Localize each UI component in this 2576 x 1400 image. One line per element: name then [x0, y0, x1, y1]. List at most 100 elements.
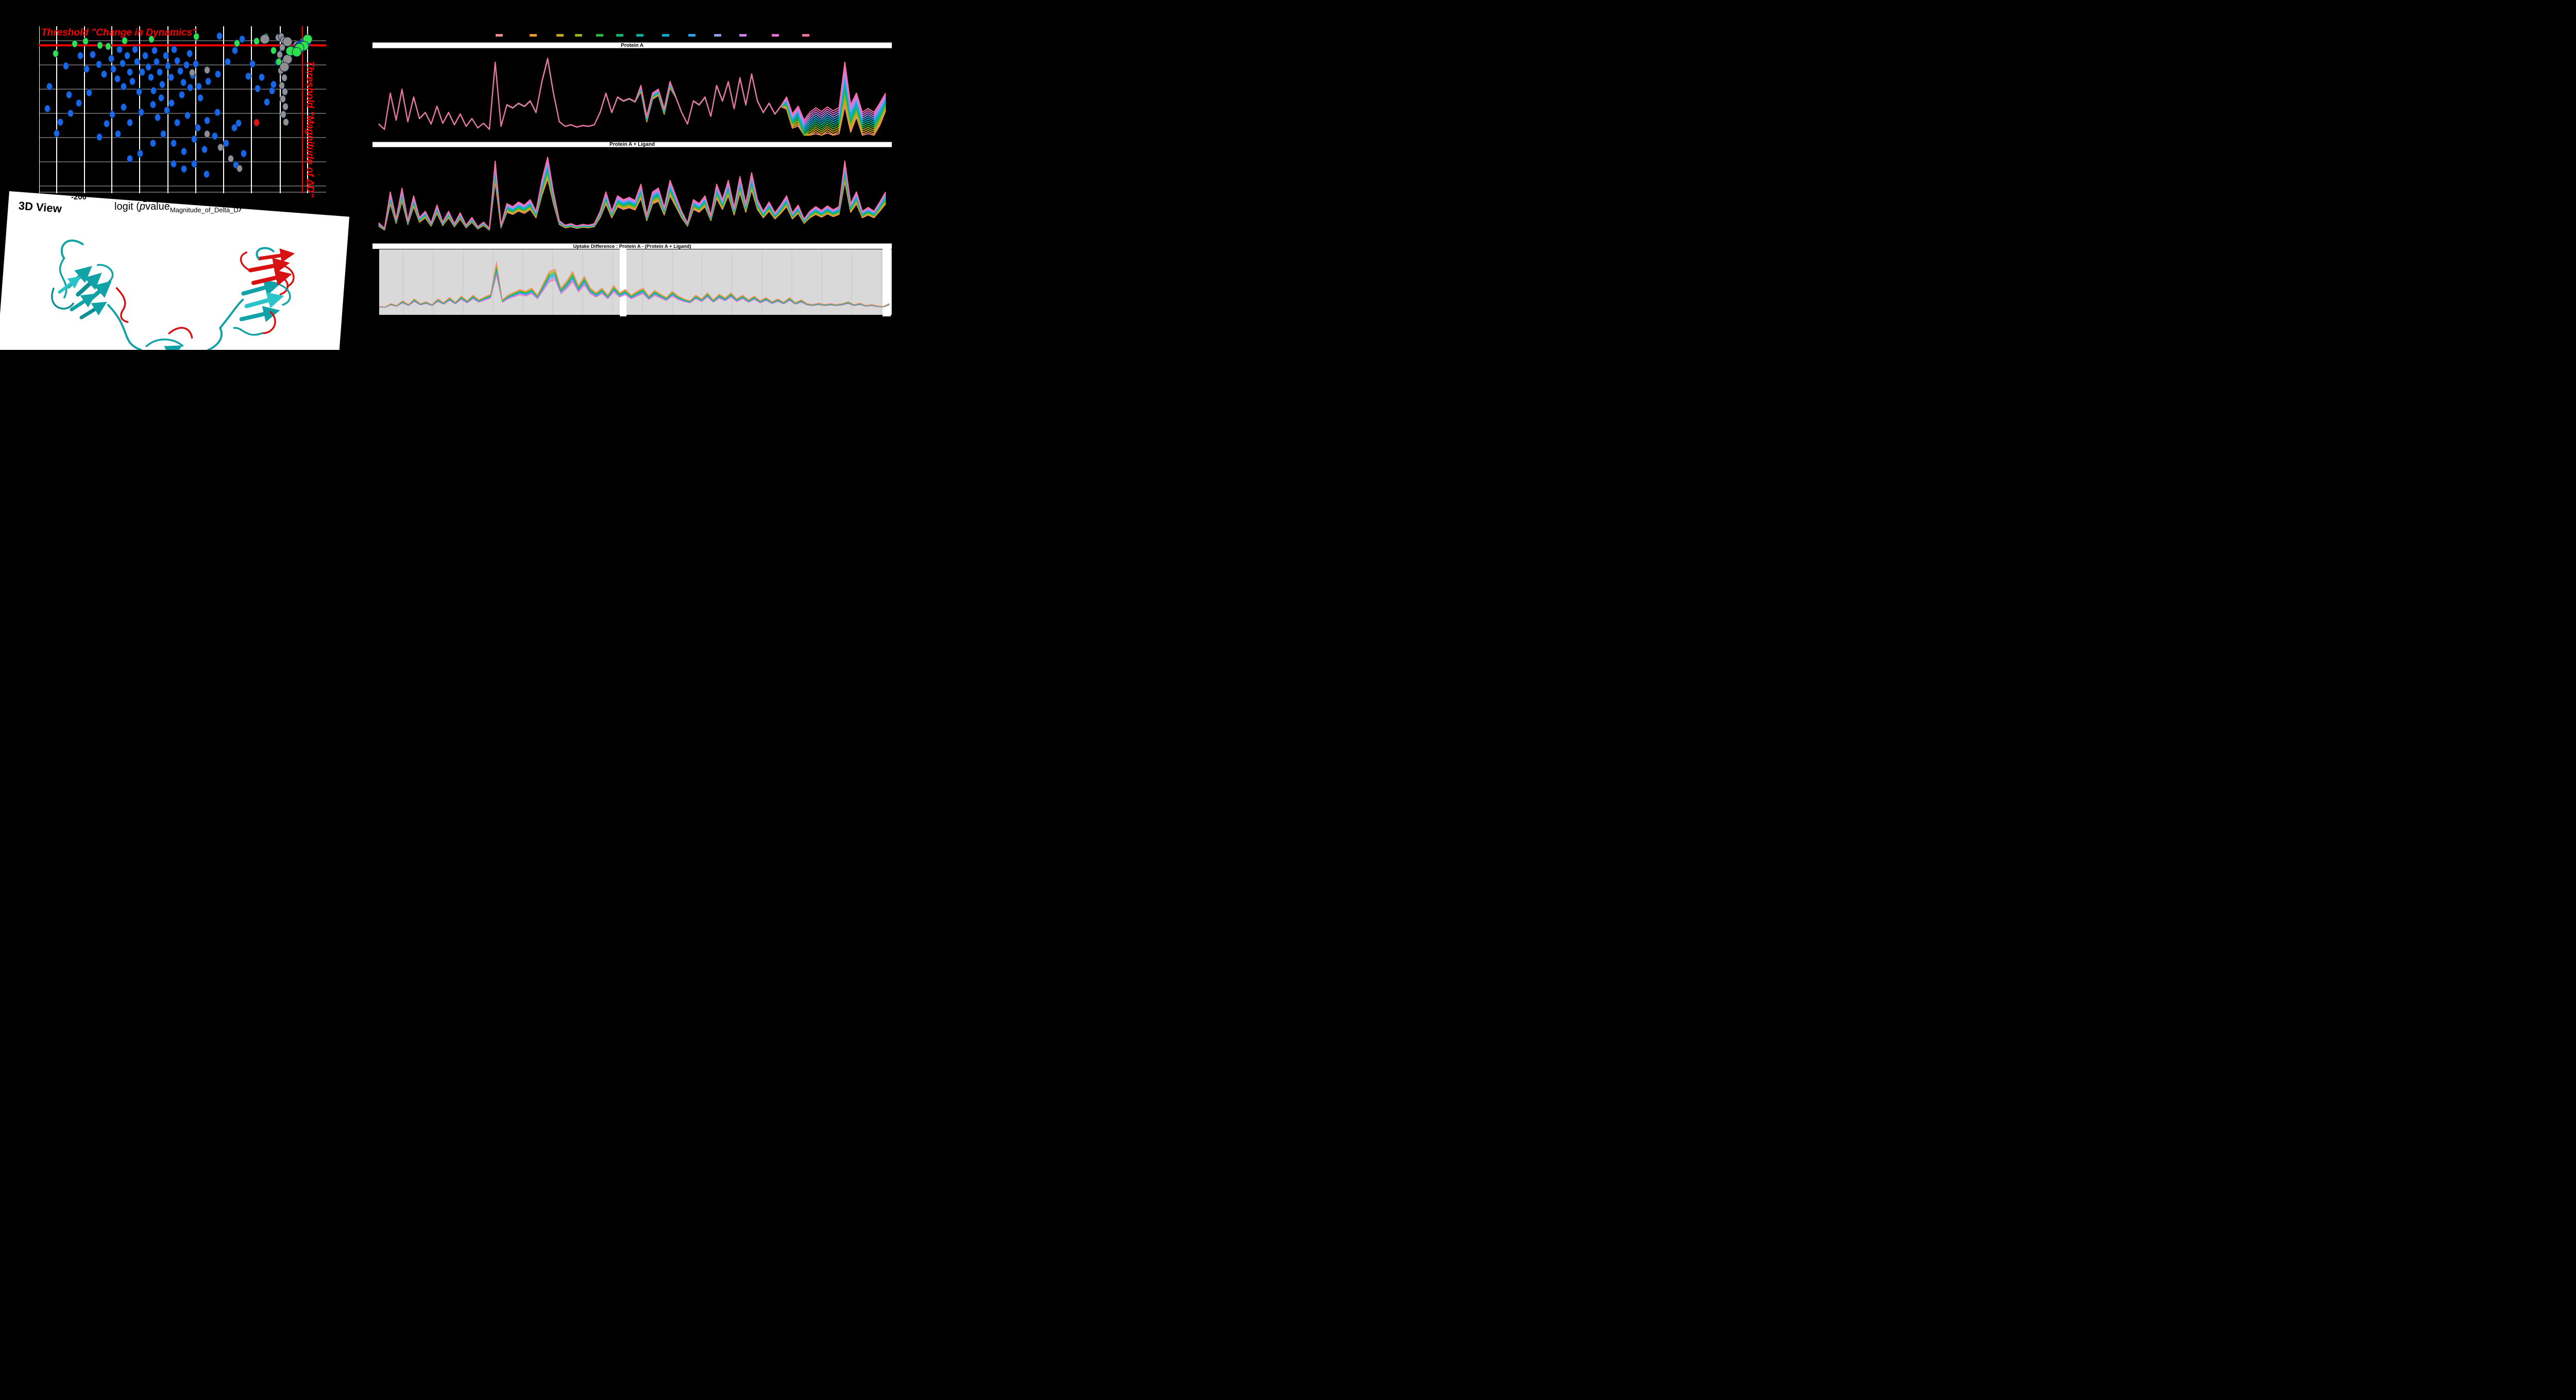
volcano-point[interactable]: [276, 58, 282, 66]
volcano-point[interactable]: [280, 95, 286, 103]
volcano-point[interactable]: [236, 164, 243, 173]
volcano-point[interactable]: [204, 170, 210, 178]
volcano-point[interactable]: [150, 100, 156, 109]
volcano-point[interactable]: [83, 65, 90, 73]
volcano-point[interactable]: [72, 40, 78, 48]
volcano-point[interactable]: [193, 60, 199, 68]
volcano-point[interactable]: [174, 119, 180, 127]
volcano-point[interactable]: [168, 99, 175, 107]
volcano-point[interactable]: [189, 69, 195, 77]
volcano-point[interactable]: [53, 49, 59, 58]
volcano-point[interactable]: [232, 46, 238, 55]
volcano-point[interactable]: [105, 42, 111, 50]
volcano-point[interactable]: [282, 37, 293, 47]
volcano-point[interactable]: [63, 62, 69, 70]
volcano-point[interactable]: [253, 119, 260, 127]
legend-swatch[interactable]: [556, 34, 564, 37]
volcano-point[interactable]: [204, 130, 210, 138]
volcano-point[interactable]: [282, 88, 288, 96]
volcano-point[interactable]: [127, 68, 133, 76]
volcano-point[interactable]: [77, 52, 83, 60]
volcano-point[interactable]: [212, 132, 218, 140]
volcano-point[interactable]: [277, 50, 283, 59]
legend-swatch[interactable]: [496, 34, 503, 37]
volcano-point[interactable]: [279, 62, 290, 72]
volcano-point[interactable]: [279, 43, 285, 52]
legend-swatch[interactable]: [530, 34, 537, 37]
volcano-point[interactable]: [184, 111, 191, 120]
volcano-point[interactable]: [195, 124, 201, 132]
volcano-point[interactable]: [57, 118, 63, 126]
volcano-point[interactable]: [76, 99, 82, 107]
volcano-point[interactable]: [104, 120, 110, 128]
volcano-point[interactable]: [204, 116, 210, 125]
legend-swatch[interactable]: [616, 34, 623, 37]
volcano-point[interactable]: [155, 113, 161, 122]
volcano-point[interactable]: [259, 73, 265, 81]
volcano-point[interactable]: [177, 67, 183, 75]
volcano-point[interactable]: [139, 68, 145, 76]
volcano-point[interactable]: [54, 129, 60, 138]
volcano-point[interactable]: [235, 119, 242, 127]
volcano-point[interactable]: [101, 70, 107, 78]
volcano-point[interactable]: [108, 55, 114, 63]
volcano-point[interactable]: [270, 80, 277, 89]
volcano-point[interactable]: [255, 85, 261, 93]
volcano-point[interactable]: [228, 155, 234, 163]
volcano-point[interactable]: [181, 165, 187, 173]
volcano-point[interactable]: [132, 45, 138, 54]
volcano-point[interactable]: [270, 46, 277, 55]
volcano-point[interactable]: [115, 130, 121, 138]
volcano-point[interactable]: [201, 145, 208, 154]
volcano-point[interactable]: [215, 70, 221, 78]
volcano-point[interactable]: [148, 73, 154, 81]
volcano-point[interactable]: [171, 160, 177, 168]
volcano-point[interactable]: [151, 46, 158, 55]
legend-swatch[interactable]: [575, 34, 582, 37]
volcano-point[interactable]: [231, 124, 238, 132]
volcano-point[interactable]: [283, 118, 289, 126]
volcano-point[interactable]: [225, 58, 231, 66]
volcano-point[interactable]: [260, 34, 270, 44]
volcano-point[interactable]: [187, 83, 193, 92]
volcano-point[interactable]: [280, 110, 286, 119]
volcano-point[interactable]: [136, 88, 142, 96]
volcano-point[interactable]: [282, 103, 289, 111]
volcano-point[interactable]: [281, 74, 287, 82]
volcano-point[interactable]: [174, 57, 180, 65]
volcano-point[interactable]: [205, 77, 211, 86]
volcano-point[interactable]: [159, 80, 165, 89]
legend-swatch[interactable]: [688, 34, 696, 37]
volcano-point[interactable]: [187, 49, 193, 58]
volcano-point[interactable]: [165, 62, 171, 70]
3d-view-card[interactable]: 3D View: [0, 191, 350, 350]
volcano-point[interactable]: [191, 135, 197, 143]
legend-swatch[interactable]: [596, 34, 603, 37]
volcano-point[interactable]: [96, 60, 102, 69]
volcano-point[interactable]: [116, 45, 123, 54]
volcano-point[interactable]: [171, 139, 177, 147]
volcano-point[interactable]: [253, 37, 260, 45]
volcano-point[interactable]: [120, 59, 126, 68]
legend-swatch[interactable]: [739, 34, 747, 37]
volcano-point[interactable]: [196, 82, 202, 91]
volcano-point[interactable]: [90, 50, 96, 59]
volcano-point[interactable]: [180, 78, 187, 87]
volcano-point[interactable]: [129, 77, 135, 86]
volcano-point[interactable]: [292, 47, 302, 57]
volcano-point[interactable]: [134, 58, 140, 66]
volcano-point[interactable]: [66, 91, 72, 99]
chart-uptake-difference[interactable]: [372, 249, 892, 316]
volcano-point[interactable]: [214, 108, 221, 116]
volcano-point[interactable]: [193, 32, 199, 41]
volcano-point[interactable]: [197, 94, 204, 102]
volcano-point[interactable]: [97, 41, 103, 49]
timepoint-legend[interactable]: [372, 31, 892, 39]
volcano-point[interactable]: [148, 35, 155, 43]
volcano-point[interactable]: [138, 108, 144, 116]
volcano-point[interactable]: [241, 149, 247, 158]
volcano-point[interactable]: [216, 32, 223, 40]
legend-swatch[interactable]: [662, 34, 669, 37]
volcano-point[interactable]: [223, 139, 229, 147]
volcano-point[interactable]: [164, 106, 170, 114]
